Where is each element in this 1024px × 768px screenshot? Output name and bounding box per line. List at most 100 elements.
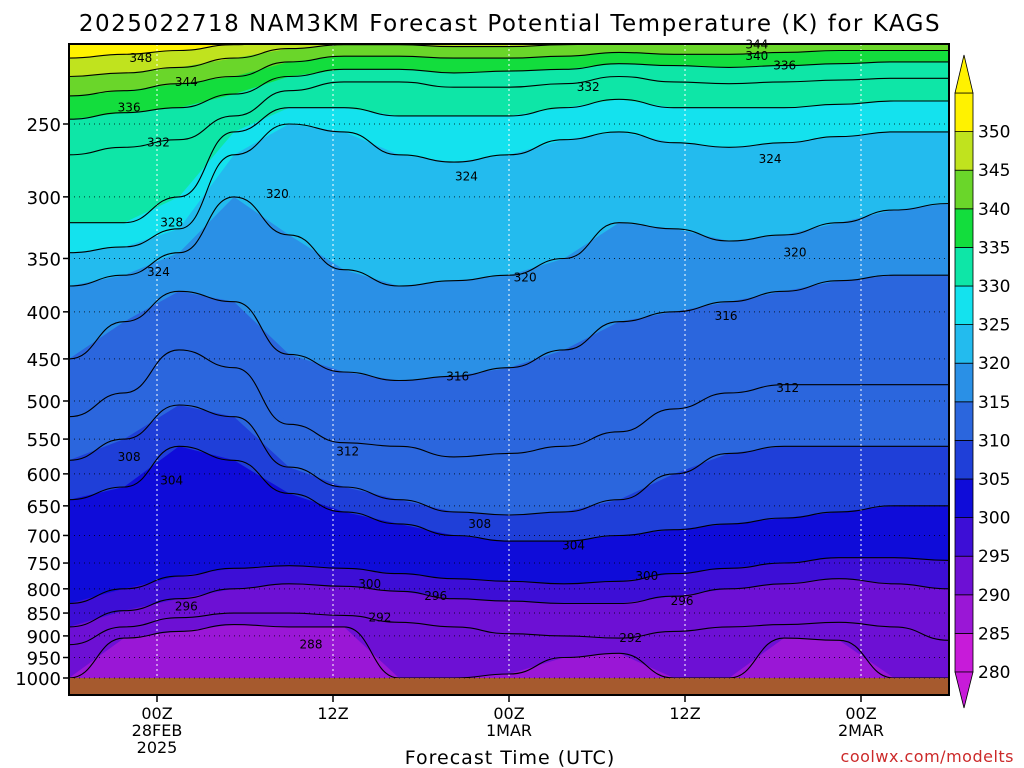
- isotherm-324: [69, 123, 949, 254]
- isotherm-288: [69, 624, 949, 678]
- x-tick-label: 00Z: [845, 704, 876, 723]
- colorbar-label: 345: [978, 161, 1010, 181]
- colorbar-label: 315: [978, 393, 1010, 413]
- contour-label: 332: [147, 136, 170, 150]
- field-band: [69, 44, 949, 120]
- contour-label: 304: [562, 539, 585, 553]
- contour-label: 296: [175, 599, 198, 613]
- contour-label: 348: [129, 51, 152, 65]
- contour-label: 292: [368, 611, 391, 625]
- contour-label: 312: [776, 381, 799, 395]
- isotherm-296: [69, 578, 949, 628]
- isotherm-312: [69, 349, 949, 458]
- colorbar-label: 295: [978, 547, 1010, 567]
- x-axis-label: Forecast Time (UTC): [405, 747, 615, 768]
- colorbar-swatch: [954, 208, 974, 248]
- isotherm-348: [69, 44, 253, 59]
- y-tick-label: 850: [27, 604, 61, 625]
- colorbar-extend-top: [954, 54, 974, 94]
- colorbar-label: 305: [978, 470, 1010, 490]
- x-tick-label: 12Z: [669, 704, 700, 723]
- colorbar-swatch: [954, 594, 974, 634]
- y-tick-label: 1000: [15, 669, 61, 690]
- contour-label: 304: [160, 473, 183, 487]
- contour-label: 340: [745, 49, 768, 63]
- contour-label: 320: [514, 270, 537, 284]
- contour-label: 288: [300, 638, 323, 652]
- contour-label: 308: [468, 517, 491, 531]
- y-tick-label: 700: [27, 526, 61, 547]
- y-tick-label: 350: [27, 249, 61, 270]
- y-tick-label: 750: [27, 554, 61, 575]
- y-tick-label: 500: [27, 392, 61, 413]
- y-tick-label: 950: [27, 649, 61, 670]
- contour-label: 320: [784, 246, 807, 260]
- colorbar-swatch: [954, 401, 974, 441]
- contour-label: 328: [160, 216, 183, 230]
- x-tick-label: 00Z: [493, 704, 524, 723]
- contour-label: 300: [358, 577, 381, 591]
- isotherm-304: [69, 445, 949, 542]
- contour-label: 344: [175, 75, 198, 89]
- colorbar-label: 285: [978, 624, 1010, 644]
- colorbar-label: 340: [978, 200, 1010, 220]
- contour-label: 324: [147, 265, 170, 279]
- isotherm-336: [69, 61, 949, 120]
- y-tick-label: 450: [27, 350, 61, 371]
- colorbar-swatch: [954, 362, 974, 403]
- contour-label: 324: [759, 152, 782, 166]
- isotherm-292: [69, 612, 949, 646]
- colorbar-swatch: [954, 285, 974, 325]
- isotherm-332: [69, 75, 949, 156]
- y-tick-label: 400: [27, 303, 61, 324]
- colorbar-label: 300: [978, 509, 1010, 529]
- contour-label: 316: [715, 309, 738, 323]
- colorbar-swatch: [954, 246, 974, 287]
- x-tick-label: 1MAR: [486, 721, 532, 740]
- field-band: [69, 44, 949, 96]
- contour-label: 336: [118, 101, 141, 115]
- y-tick-label: 650: [27, 497, 61, 518]
- watermark: coolwx.com/modelts: [841, 747, 1014, 766]
- isotherm-340: [69, 49, 949, 97]
- colorbar-swatch: [954, 92, 974, 132]
- colorbar-label: 335: [978, 238, 1010, 258]
- contour-label: 320: [266, 187, 289, 201]
- isotherm-320: [69, 196, 949, 287]
- contour-label: 336: [773, 59, 796, 73]
- x-tick-label: 2MAR: [838, 721, 884, 740]
- grid-lines: [69, 44, 949, 679]
- contour-label: 308: [118, 450, 141, 464]
- contour-label: 292: [619, 631, 642, 645]
- isotherm-344: [69, 44, 596, 78]
- colorbar-swatch: [954, 131, 974, 171]
- contour-label: 312: [336, 444, 359, 458]
- y-tick-label: 550: [27, 430, 61, 451]
- colorbar-extend-bottom: [954, 671, 974, 709]
- isotherm-308: [69, 404, 949, 516]
- colorbar-swatch: [954, 439, 974, 480]
- contour-label: 316: [446, 369, 469, 383]
- contour-labels: 3483443443403363363323323243243283203203…: [118, 38, 807, 652]
- isotherm-contours: [69, 44, 949, 678]
- contour-label: 332: [577, 80, 600, 94]
- colorbar-swatch: [954, 555, 974, 596]
- colorbar-label: 310: [978, 431, 1010, 451]
- y-tick-label: 900: [27, 627, 61, 648]
- y-tick-label: 800: [27, 580, 61, 601]
- colorbar-label: 290: [978, 586, 1010, 606]
- colorbar-label: 280: [978, 663, 1010, 683]
- colorbar: 280 285 290 295 300 305 310 315 320 325 330 335 340 3…: [954, 54, 1010, 709]
- x-tick-label: 2025: [137, 738, 178, 757]
- isotherm-316: [69, 274, 949, 382]
- x-tick-label: 28FEB: [132, 721, 183, 740]
- colorbar-label: 350: [978, 123, 1010, 143]
- ground-strip: [69, 678, 949, 695]
- colorbar-label: 325: [978, 316, 1010, 336]
- x-tick-label: 00Z: [141, 704, 172, 723]
- isotherm-328: [69, 98, 949, 224]
- colorbar-swatch: [954, 478, 974, 518]
- chart-title: 2025022718 NAM3KM Forecast Potential Tem…: [79, 11, 941, 37]
